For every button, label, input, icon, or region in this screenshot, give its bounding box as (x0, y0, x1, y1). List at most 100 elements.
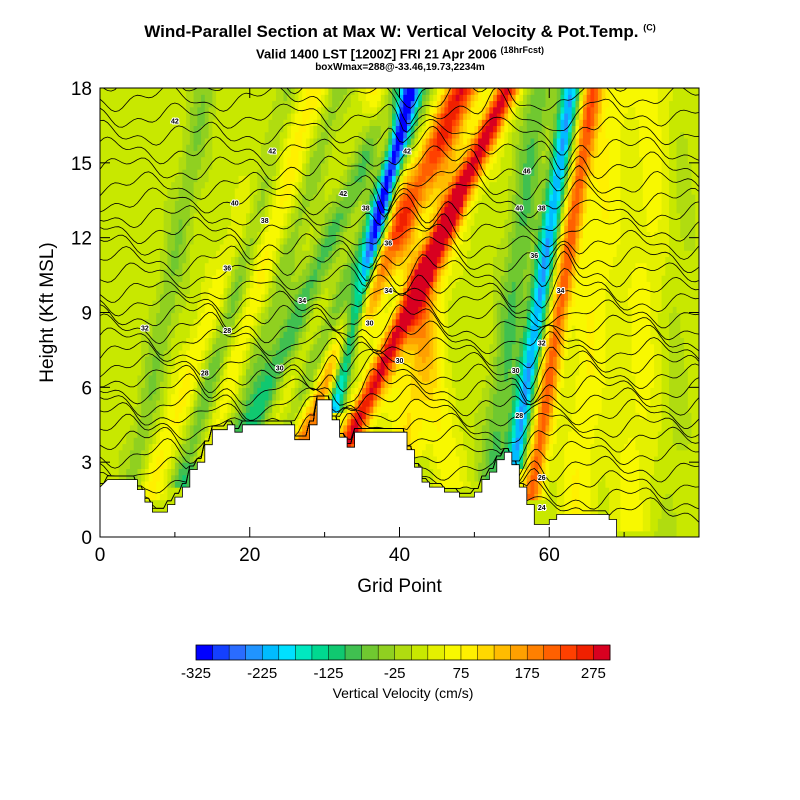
field-cell (564, 487, 573, 494)
field-cell (373, 162, 382, 170)
field-cell (260, 194, 266, 201)
field-cell (216, 418, 221, 426)
field-cell (347, 368, 352, 376)
field-cell (377, 374, 382, 382)
field-cell (100, 231, 165, 239)
field-cell (275, 287, 300, 295)
field-cell (489, 356, 494, 363)
field-cell (212, 324, 217, 332)
field-cell (406, 418, 412, 426)
field-cell (466, 200, 472, 208)
field-cell (302, 131, 311, 139)
field-cell (167, 474, 172, 482)
field-cell (257, 281, 262, 289)
field-cell (163, 462, 168, 470)
field-cell (272, 412, 277, 420)
field-cell (556, 169, 562, 176)
field-cell (133, 406, 142, 413)
field-cell (414, 218, 419, 226)
terrain-mask (100, 399, 699, 537)
field-cell (201, 137, 206, 145)
field-cell (515, 412, 520, 420)
field-cell (309, 125, 314, 133)
field-cell (545, 287, 550, 295)
field-cell (545, 94, 558, 102)
field-cell (526, 349, 535, 357)
field-cell (515, 406, 520, 413)
field-cell (508, 293, 517, 301)
field-cell (538, 287, 543, 295)
field-cell (377, 250, 382, 257)
field-cell (384, 200, 389, 208)
field-cell (575, 131, 580, 139)
field-cell (335, 243, 341, 251)
field-cell (186, 94, 195, 102)
field-cell (238, 275, 243, 282)
field-cell (556, 94, 562, 102)
field-cell (410, 362, 416, 370)
field-cell (324, 306, 329, 314)
field-cell (496, 306, 502, 314)
field-cell (526, 318, 532, 326)
field-cell (425, 231, 431, 239)
field-cell (362, 137, 367, 145)
field-cell (406, 187, 419, 195)
field-cell (392, 125, 397, 133)
field-cell (526, 368, 532, 376)
field-cell (455, 94, 460, 102)
field-cell (283, 212, 288, 220)
field-cell (493, 337, 498, 345)
field-cell (530, 94, 547, 102)
field-cell (171, 418, 180, 426)
field-cell (392, 218, 397, 226)
field-cell (339, 368, 344, 376)
field-cell (186, 100, 195, 108)
field-cell (515, 119, 524, 127)
field-cell (369, 150, 374, 158)
field-cell (332, 293, 337, 301)
field-cell (406, 268, 412, 276)
field-cell (294, 175, 300, 183)
field-cell (290, 343, 296, 351)
field-cell (377, 349, 382, 357)
field-cell (317, 243, 322, 251)
field-cell (493, 162, 502, 170)
field-cell (549, 443, 554, 451)
field-cell (403, 175, 408, 183)
field-cell (504, 343, 513, 351)
field-cell (594, 324, 606, 332)
field-cell (223, 306, 228, 314)
field-cell (421, 88, 427, 95)
field-cell (290, 194, 296, 201)
field-cell (579, 218, 584, 226)
field-cell (418, 187, 423, 195)
field-cell (380, 300, 389, 307)
field-cell (174, 268, 183, 276)
field-cell (208, 412, 213, 420)
contour-label: 34 (298, 298, 306, 305)
field-cell (425, 131, 431, 139)
field-cell (272, 281, 277, 289)
field-cell (455, 281, 494, 289)
field-cell (335, 293, 352, 301)
field-cell (317, 268, 326, 276)
field-cell (287, 137, 296, 145)
field-cell (455, 175, 460, 183)
field-cell (392, 181, 397, 189)
field-cell (575, 331, 588, 339)
field-cell (556, 356, 562, 363)
field-cell (590, 200, 603, 208)
field-cell (571, 412, 599, 420)
field-cell (347, 169, 352, 176)
field-cell (541, 430, 547, 438)
field-cell (549, 468, 565, 476)
field-cell (268, 312, 288, 320)
field-cell (335, 393, 341, 401)
field-cell (294, 181, 300, 189)
field-cell (309, 418, 318, 426)
field-cell (448, 312, 494, 320)
field-cell (661, 349, 670, 357)
field-cell (395, 131, 404, 139)
field-cell (234, 331, 240, 339)
field-cell (290, 374, 296, 382)
